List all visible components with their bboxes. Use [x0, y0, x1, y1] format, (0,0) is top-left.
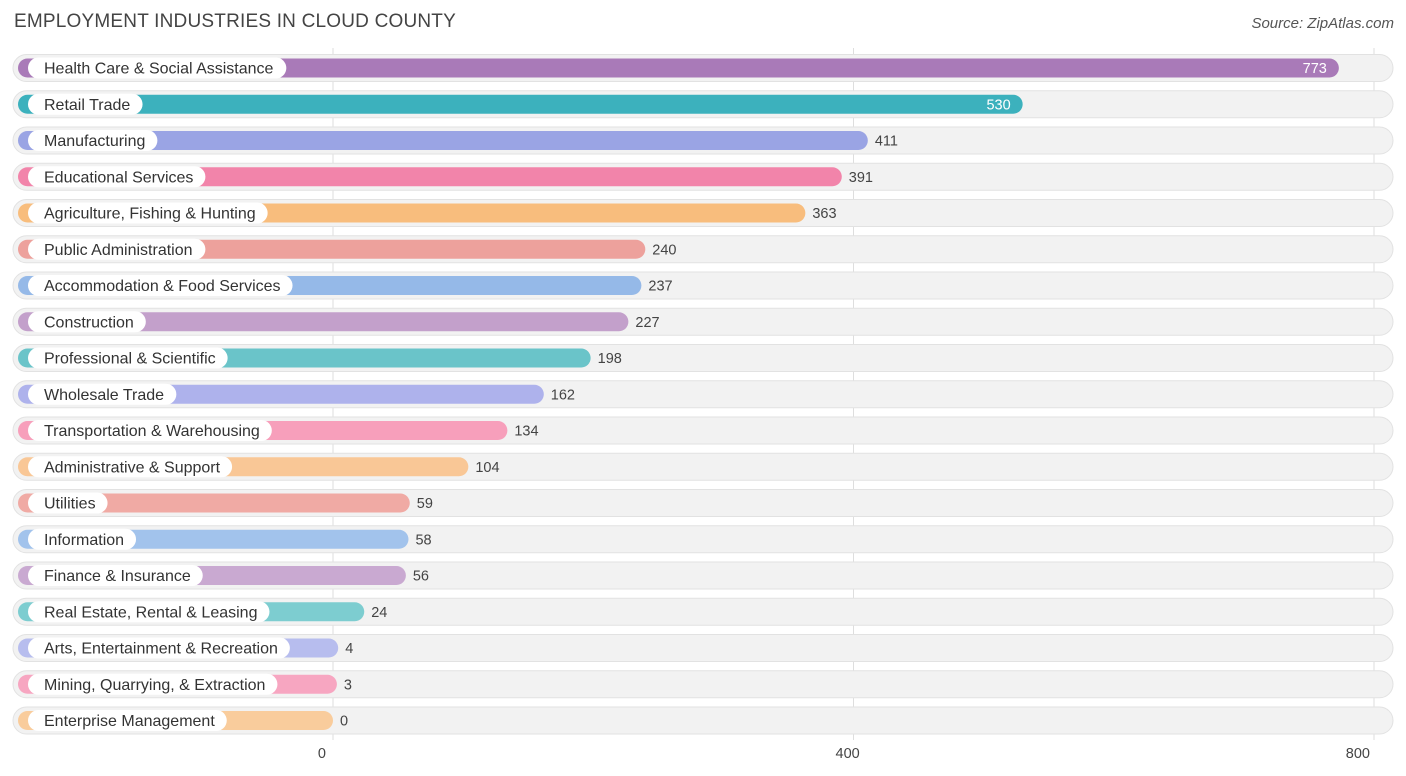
- value-label: 59: [417, 496, 433, 512]
- bar: [18, 131, 868, 150]
- chart-title: EMPLOYMENT INDUSTRIES IN CLOUD COUNTY: [14, 11, 456, 32]
- bar-row: Information 58: [12, 525, 1394, 554]
- category-label: Enterprise Management: [44, 713, 215, 730]
- category-label-pill: [28, 57, 287, 79]
- category-label-pill: [28, 275, 293, 296]
- value-label: 773: [1303, 61, 1327, 77]
- value-label: 56: [413, 569, 429, 585]
- category-label-pill: [28, 528, 137, 550]
- bar-row: Wholesale Trade 162: [12, 380, 1394, 409]
- category-label-pill: [28, 238, 206, 260]
- bar-row: Enterprise Management 0: [12, 706, 1394, 735]
- category-label: Arts, Entertainment & Recreation: [44, 641, 278, 658]
- bar-row: Administrative & Support 104: [12, 452, 1394, 481]
- value-label: 411: [875, 134, 898, 150]
- category-label-pill: [28, 420, 272, 441]
- bar-row: Health Care & Social Assistance 773: [12, 54, 1394, 82]
- category-label: Finance & Insurance: [44, 568, 191, 585]
- bar-track: [12, 670, 1394, 699]
- bar-row: Manufacturing 411: [12, 126, 1394, 155]
- bar-row: Finance & Insurance 56: [12, 561, 1394, 590]
- category-label: Health Care & Social Assistance: [44, 61, 274, 78]
- value-label: 227: [635, 315, 659, 331]
- category-label-pill: [28, 492, 108, 514]
- bar: [18, 493, 410, 513]
- category-label: Construction: [44, 314, 134, 331]
- bar: [18, 167, 842, 187]
- value-label: 0: [340, 714, 348, 730]
- bar: [18, 312, 629, 332]
- category-label-pill: [28, 347, 228, 369]
- category-label-pill: [28, 710, 227, 731]
- x-tick-label: 800: [1346, 746, 1370, 762]
- category-label: Transportation & Warehousing: [44, 423, 260, 440]
- category-label: Utilities: [44, 496, 96, 513]
- bars: Health Care & Social Assistance 773 Retail…: [12, 54, 1394, 735]
- bar-row: Arts, Entertainment & Recreation 4: [12, 634, 1394, 662]
- category-label: Mining, Quarrying, & Extraction: [44, 677, 265, 694]
- value-label: 4: [345, 641, 353, 657]
- category-label: Wholesale Trade: [44, 387, 164, 404]
- bar-track: [12, 634, 1394, 662]
- value-label: 391: [849, 170, 873, 186]
- category-label-pill: [28, 565, 203, 586]
- category-label: Agriculture, Fishing & Hunting: [44, 206, 256, 223]
- x-axis-ticks: 0 400 800: [318, 746, 1370, 762]
- value-label: 3: [344, 677, 352, 693]
- category-label-pill: [28, 311, 146, 333]
- category-label-pill: [28, 637, 290, 659]
- category-label-pill: [28, 130, 158, 151]
- bar-row: Construction 227: [12, 307, 1394, 336]
- category-label: Administrative & Support: [44, 459, 221, 476]
- category-label: Educational Services: [44, 169, 193, 186]
- value-label: 58: [415, 532, 431, 548]
- bar-row: Retail Trade 530: [12, 90, 1394, 119]
- value-label: 240: [652, 242, 676, 258]
- category-label-pill: [28, 601, 270, 623]
- category-label: Manufacturing: [44, 133, 145, 150]
- category-label: Accommodation & Food Services: [44, 278, 281, 295]
- bar-track: [12, 706, 1394, 735]
- x-tick-label: 400: [836, 746, 860, 762]
- value-label: 363: [812, 206, 836, 222]
- bar-row: Public Administration 240: [12, 235, 1394, 264]
- value-label: 237: [648, 279, 672, 295]
- bar-row: Mining, Quarrying, & Extraction 3: [12, 670, 1394, 699]
- bar-row: Educational Services 391: [12, 162, 1394, 191]
- chart-source: Source: ZipAtlas.com: [1251, 15, 1394, 32]
- category-label-pill: [28, 456, 233, 478]
- category-label: Real Estate, Rental & Leasing: [44, 604, 257, 621]
- value-label: 530: [986, 97, 1010, 113]
- category-label-pill: [28, 93, 143, 115]
- category-label-pill: [28, 673, 278, 695]
- category-label: Professional & Scientific: [44, 351, 216, 368]
- value-label: 162: [551, 387, 575, 403]
- value-label: 24: [371, 605, 387, 621]
- bar-row: Agriculture, Fishing & Hunting 363: [12, 199, 1394, 227]
- bar-row: Transportation & Warehousing 134: [12, 416, 1394, 445]
- bar: [18, 94, 1023, 114]
- bar-row: Utilities 59: [12, 489, 1394, 517]
- category-label-pill: [28, 383, 177, 405]
- bar-row: Professional & Scientific 198: [12, 344, 1394, 372]
- value-label: 104: [475, 460, 499, 476]
- bar: [18, 58, 1339, 78]
- bar-row: Accommodation & Food Services 237: [12, 271, 1394, 300]
- value-label: 198: [598, 351, 622, 367]
- category-label: Retail Trade: [44, 97, 130, 114]
- x-tick-label: 0: [318, 746, 326, 762]
- value-label: 134: [514, 424, 538, 440]
- category-label-pill: [28, 202, 268, 224]
- category-label-pill: [28, 166, 206, 188]
- bar-row: Real Estate, Rental & Leasing 24: [12, 597, 1394, 626]
- category-label: Information: [44, 532, 124, 549]
- category-label: Public Administration: [44, 242, 193, 259]
